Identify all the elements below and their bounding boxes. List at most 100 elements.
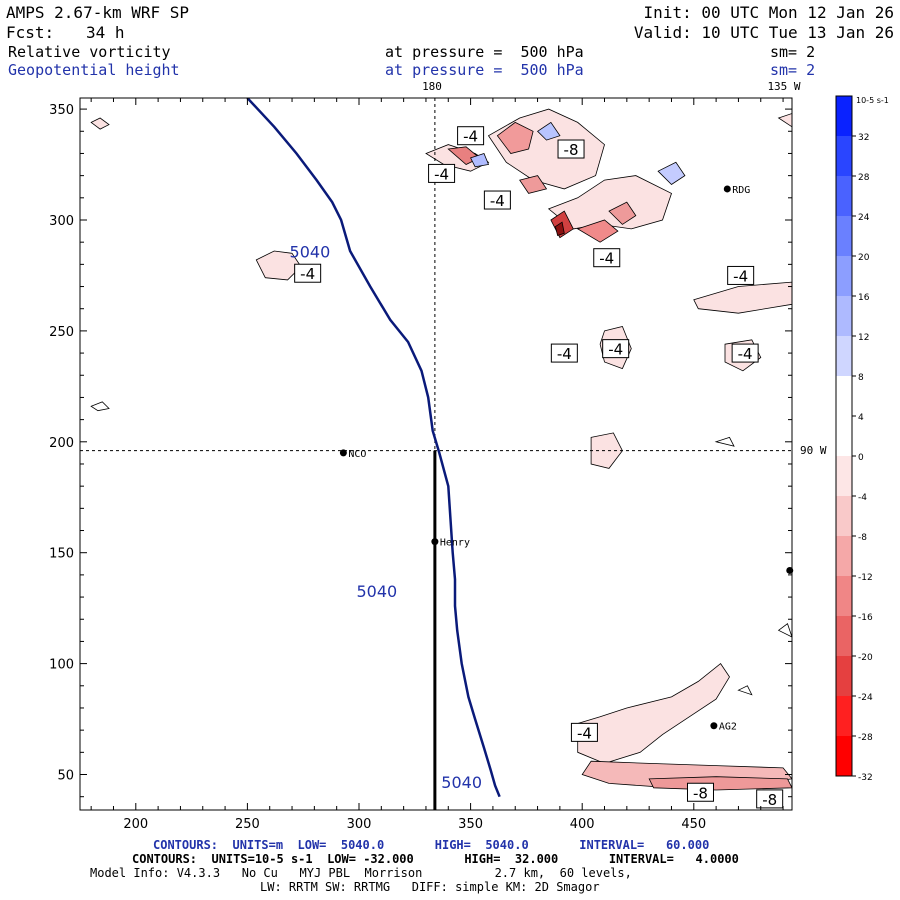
vorticity-blob <box>554 221 565 237</box>
vorticity-blob <box>608 201 637 225</box>
vorticity-label: -4 <box>457 126 485 146</box>
footer-contours-vorticity: CONTOURS: UNITS=10-5 s-1 LOW= -32.000 HI… <box>132 852 739 866</box>
vorticity-label-text: -4 <box>463 128 478 146</box>
vorticity-blob <box>648 776 792 791</box>
colorbar-swatch <box>836 216 852 256</box>
y-tick-label: 350 <box>49 103 74 118</box>
colorbar-tick-label: -4 <box>858 493 867 503</box>
colorbar-swatch <box>836 496 852 536</box>
vorticity-contour <box>737 685 753 696</box>
vorticity-label-text: -4 <box>599 250 614 268</box>
station: RDG <box>723 185 750 196</box>
colorbar-tick-label: -24 <box>858 693 873 703</box>
station: Henry <box>431 538 470 549</box>
y-tick-label: 150 <box>49 547 74 562</box>
vorticity-label: -8 <box>686 782 714 802</box>
colorbar-tick-label: 12 <box>858 333 869 343</box>
vorticity-label: -4 <box>731 343 759 363</box>
height-contour-label: 5040 <box>441 773 482 792</box>
vorticity-label-text: -4 <box>490 192 505 210</box>
vorticity-label-box <box>483 190 511 210</box>
vorticity-blob <box>536 121 561 141</box>
vorticity-label-box <box>550 343 578 363</box>
graticule: 180 135 W 90 W <box>80 80 827 810</box>
vorticity-label: -8 <box>756 789 784 809</box>
colorbar-swatch <box>836 616 852 656</box>
vorticity-blob <box>590 432 623 469</box>
contour-labels: 5040 5040 5040 -4 -8 -4 -4 -4 -4 -4 -4 -4 -4 -4 -8 -8 <box>290 126 784 809</box>
colorbar-units: 10-5 s-1 <box>856 96 889 105</box>
vorticity-blob <box>519 175 548 194</box>
vorticity-label-text: -8 <box>564 141 579 159</box>
vorticity-label-box <box>457 126 485 146</box>
colorbar-tick-label: 8 <box>858 373 864 383</box>
vorticity-contour <box>777 623 792 638</box>
footer-contours-height: CONTOURS: UNITS=m LOW= 5040.0 HIGH= 5040… <box>153 838 710 852</box>
height-contours <box>246 98 501 798</box>
colorbar-swatch <box>836 456 852 496</box>
station-dot <box>710 722 718 730</box>
axes: 200 250 300 350 400 450 50 100 150 200 250 300 350 <box>49 98 792 832</box>
height-contour-5040 <box>246 98 501 798</box>
vorticity-contour <box>90 401 110 412</box>
colorbar-swatch <box>836 136 852 176</box>
footer-model-info: Model Info: V4.3.3 No Cu MYJ PBL Morriso… <box>90 866 632 880</box>
colorbar-swatch <box>836 736 852 776</box>
colorbar-tick-label: 0 <box>858 453 864 463</box>
vorticity-label: -4 <box>294 263 322 283</box>
colorbar-tick-label: -8 <box>858 533 867 543</box>
y-tick-label: 50 <box>57 769 74 784</box>
vorticity-label: -8 <box>557 139 585 159</box>
vorticity-label-box <box>686 782 714 802</box>
vorticity-label-box <box>756 789 784 809</box>
y-tick-label: 100 <box>49 658 74 673</box>
vorticity-label-text: -4 <box>557 345 572 363</box>
vorticity-label-text: -4 <box>608 341 623 359</box>
vorticity-label: -4 <box>550 343 578 363</box>
field2-pressure: at pressure = 500 hPa <box>385 61 584 79</box>
colorbar-swatch <box>836 656 852 696</box>
vorticity-label-text: -4 <box>738 345 753 363</box>
station-dot <box>723 185 731 193</box>
colorbar: 32 28 24 20 16 12 8 4 0 -4 -8 -12 -16 -20 -24 -28 -32 10-… <box>835 95 889 783</box>
x-tick-label: 400 <box>570 817 595 832</box>
field2-name: Geopotential height <box>8 61 180 79</box>
colorbar-tick-label: -20 <box>858 653 873 663</box>
colorbar-frame <box>835 95 853 777</box>
station-label: NCO <box>348 449 366 460</box>
vorticity-blob <box>777 113 792 128</box>
vorticity-label-box <box>731 343 759 363</box>
colorbar-swatch <box>836 416 852 456</box>
vorticity-contour <box>714 436 735 447</box>
vorticity-label-box <box>428 163 456 183</box>
colorbar-tick-label: 20 <box>858 253 870 263</box>
y-tick-label: 200 <box>49 436 74 451</box>
vorticity-label-text: -4 <box>577 724 592 742</box>
colorbar-swatch <box>836 576 852 616</box>
field2-smoothing: sm= 2 <box>770 61 816 79</box>
colorbar-tick-label: 32 <box>858 133 869 143</box>
vorticity-field <box>90 108 792 791</box>
forecast-label: Fcst: <box>6 23 55 42</box>
vorticity-blob <box>90 117 110 130</box>
vorticity-label-text: -8 <box>693 784 708 802</box>
vorticity-blob <box>470 153 490 168</box>
vorticity-label: -4 <box>570 722 598 742</box>
vorticity-blob <box>693 281 792 314</box>
meridian-label-90w: 90 W <box>800 444 827 457</box>
plot-frame <box>79 97 793 811</box>
colorbar-tick-label: 16 <box>858 293 870 303</box>
station: NCO <box>339 449 366 460</box>
colorbar-swatch <box>836 296 852 336</box>
vorticity-label: -4 <box>602 339 630 359</box>
vorticity-label-box <box>727 265 755 285</box>
vorticity-label-box <box>294 263 322 283</box>
x-tick-label: 250 <box>235 817 260 832</box>
colorbar-tick-label: -12 <box>858 573 873 583</box>
vorticity-label: -4 <box>428 163 456 183</box>
colorbar-tick-label: 4 <box>858 413 864 423</box>
field1-pressure: at pressure = 500 hPa <box>385 43 584 61</box>
vorticity-blob <box>576 219 619 243</box>
station-label: RDG <box>732 185 750 196</box>
colorbar-swatch <box>836 376 852 416</box>
